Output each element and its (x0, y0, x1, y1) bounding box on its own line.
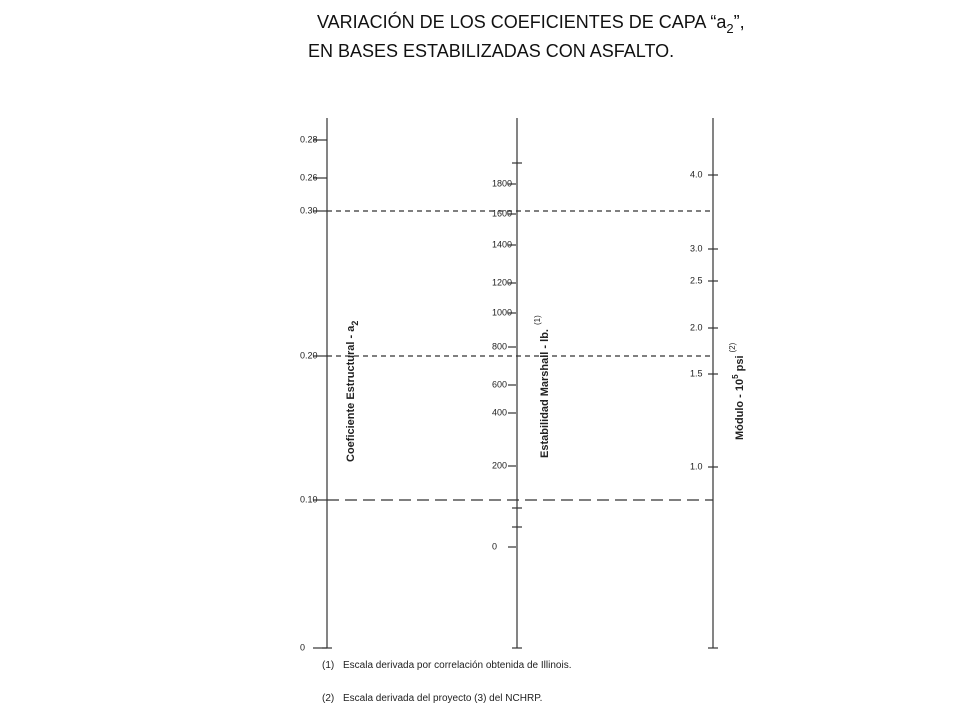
tick-label: 1.0 (690, 461, 703, 471)
tick-label: 1.5 (690, 368, 703, 378)
tick-label: 800 (492, 341, 507, 351)
axis-label-sub: 2 (350, 321, 360, 326)
tick-label: 2.5 (690, 275, 703, 285)
tick-label: 0.10 (300, 494, 318, 504)
axis-label-sup: 5 (731, 374, 740, 379)
tick-label: 200 (492, 460, 507, 470)
tick-label: 600 (492, 379, 507, 389)
tick-label: 0.30 (300, 205, 318, 215)
tick-label: 1000 (492, 307, 512, 317)
tick-label: 2.0 (690, 322, 703, 332)
tick-label: 400 (492, 407, 507, 417)
tick-label: 1800 (492, 178, 512, 188)
axis-label-text: Estabilidad Marshall - lb. (539, 329, 551, 458)
axis-label-text: psi (734, 355, 746, 374)
axis-label: Estabilidad Marshall - lb. (1) (533, 315, 551, 458)
tick-label: 0 (492, 541, 497, 551)
axis-label: Coeficiente Estructural - a2 (345, 321, 360, 462)
footnote-mark: (2) (322, 693, 334, 704)
tick-label: 1200 (492, 277, 512, 287)
axis-label: Módulo - 105 psi (2) (728, 342, 746, 440)
title-text: VARIACIÓN DE LOS COEFICIENTES DE CAPA “a (317, 11, 727, 32)
tick-label: 1600 (492, 208, 512, 218)
tick-label: 0.28 (300, 134, 318, 144)
axis-label-text: Coeficiente Estructural - a (345, 325, 357, 462)
axis-note: (1) (533, 315, 542, 325)
tick-label: 0.26 (300, 172, 318, 182)
title-sub: 2 (726, 21, 733, 36)
tick-label: 3.0 (690, 243, 703, 253)
tick-label: 4.0 (690, 169, 703, 179)
tick-label: 0.20 (300, 350, 318, 360)
title-line: EN BASES ESTABILIZADAS CON ASFALTO. (308, 41, 674, 61)
footnote-text: Escala derivada del proyecto (3) del NCH… (343, 693, 542, 704)
footnote-text: Escala derivada por correlación obtenida… (343, 660, 571, 671)
title-line: VARIACIÓN DE LOS COEFICIENTES DE CAPA “a… (317, 11, 745, 36)
axis-label-text: Módulo - 10 (734, 379, 746, 440)
axis-note: (2) (728, 342, 737, 352)
tick-label: 0 (300, 642, 305, 652)
tick-label: 1400 (492, 239, 512, 249)
title-text: ”, (734, 12, 745, 32)
footnote-mark: (1) (322, 660, 334, 671)
